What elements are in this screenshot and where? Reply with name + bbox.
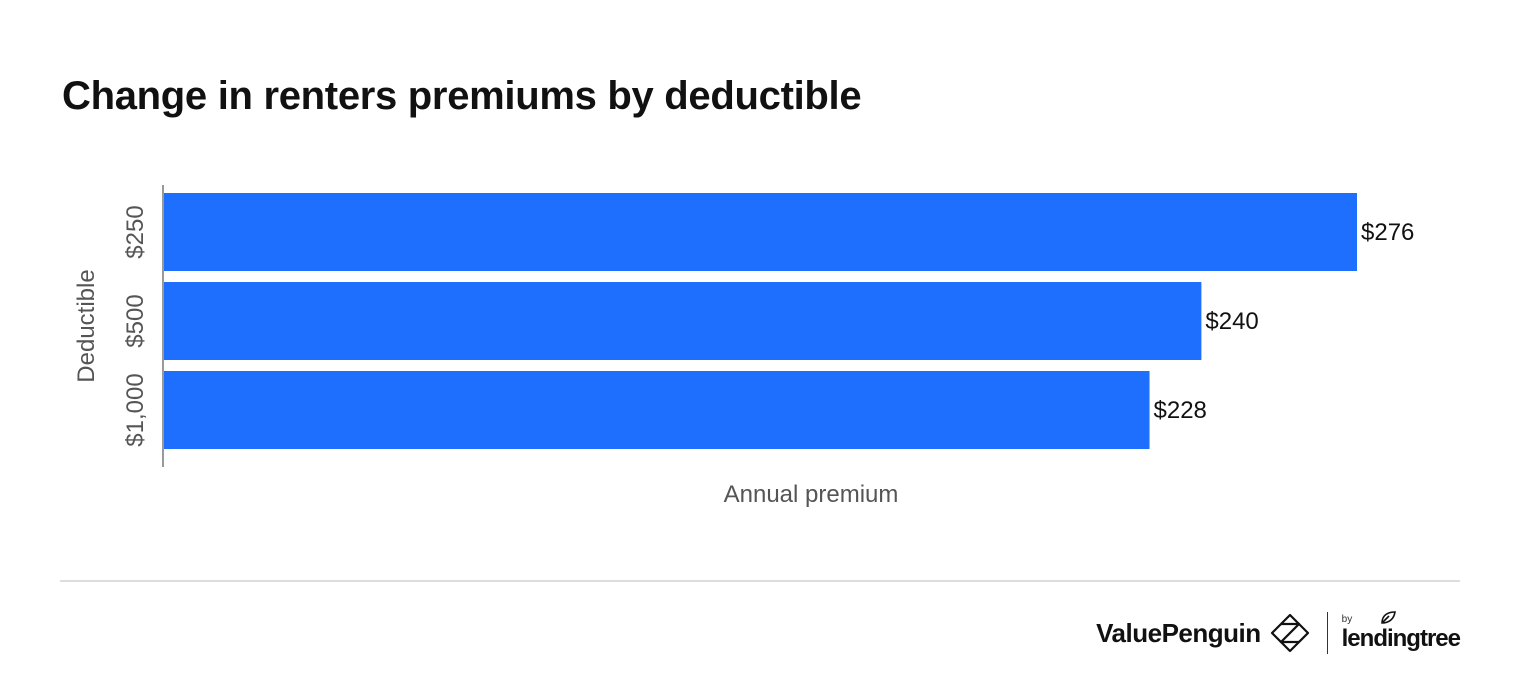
bar-1 xyxy=(164,282,1202,360)
y-axis-label: Deductible xyxy=(73,269,100,382)
logo-separator xyxy=(1326,612,1328,654)
bar-chart: $250 $500 $1,000 $276 $240 $228 Deductible A… xyxy=(73,185,1415,508)
footer-divider xyxy=(60,580,1460,582)
bars-group xyxy=(164,193,1357,449)
y-tick-label-1: $500 xyxy=(122,294,149,347)
y-tick-labels: $250 $500 $1,000 xyxy=(122,205,149,446)
bar-2 xyxy=(164,371,1150,449)
y-tick-label-0: $250 xyxy=(122,205,149,258)
data-label-1: $240 xyxy=(1205,308,1258,335)
y-tick-label-2: $1,000 xyxy=(122,373,149,446)
valuepenguin-wordmark: ValuePenguin xyxy=(1096,617,1261,648)
data-label-0: $276 xyxy=(1361,219,1414,246)
valuepenguin-logo-icon xyxy=(1270,613,1309,653)
footer-logos: ValuePenguin by lendingtree xyxy=(1096,608,1461,658)
partner-prefix: by xyxy=(1341,614,1353,625)
data-label-2: $228 xyxy=(1154,397,1207,424)
lendingtree-logo: by lendingtree xyxy=(1341,611,1461,652)
chart-title: Change in renters premiums by deductible xyxy=(62,74,862,118)
lendingtree-wordmark: lendingtree xyxy=(1341,625,1461,652)
bar-0 xyxy=(164,193,1357,271)
data-labels: $276 $240 $228 xyxy=(1154,219,1415,424)
leaf-icon xyxy=(1380,611,1396,624)
x-axis-label: Annual premium xyxy=(724,481,899,508)
